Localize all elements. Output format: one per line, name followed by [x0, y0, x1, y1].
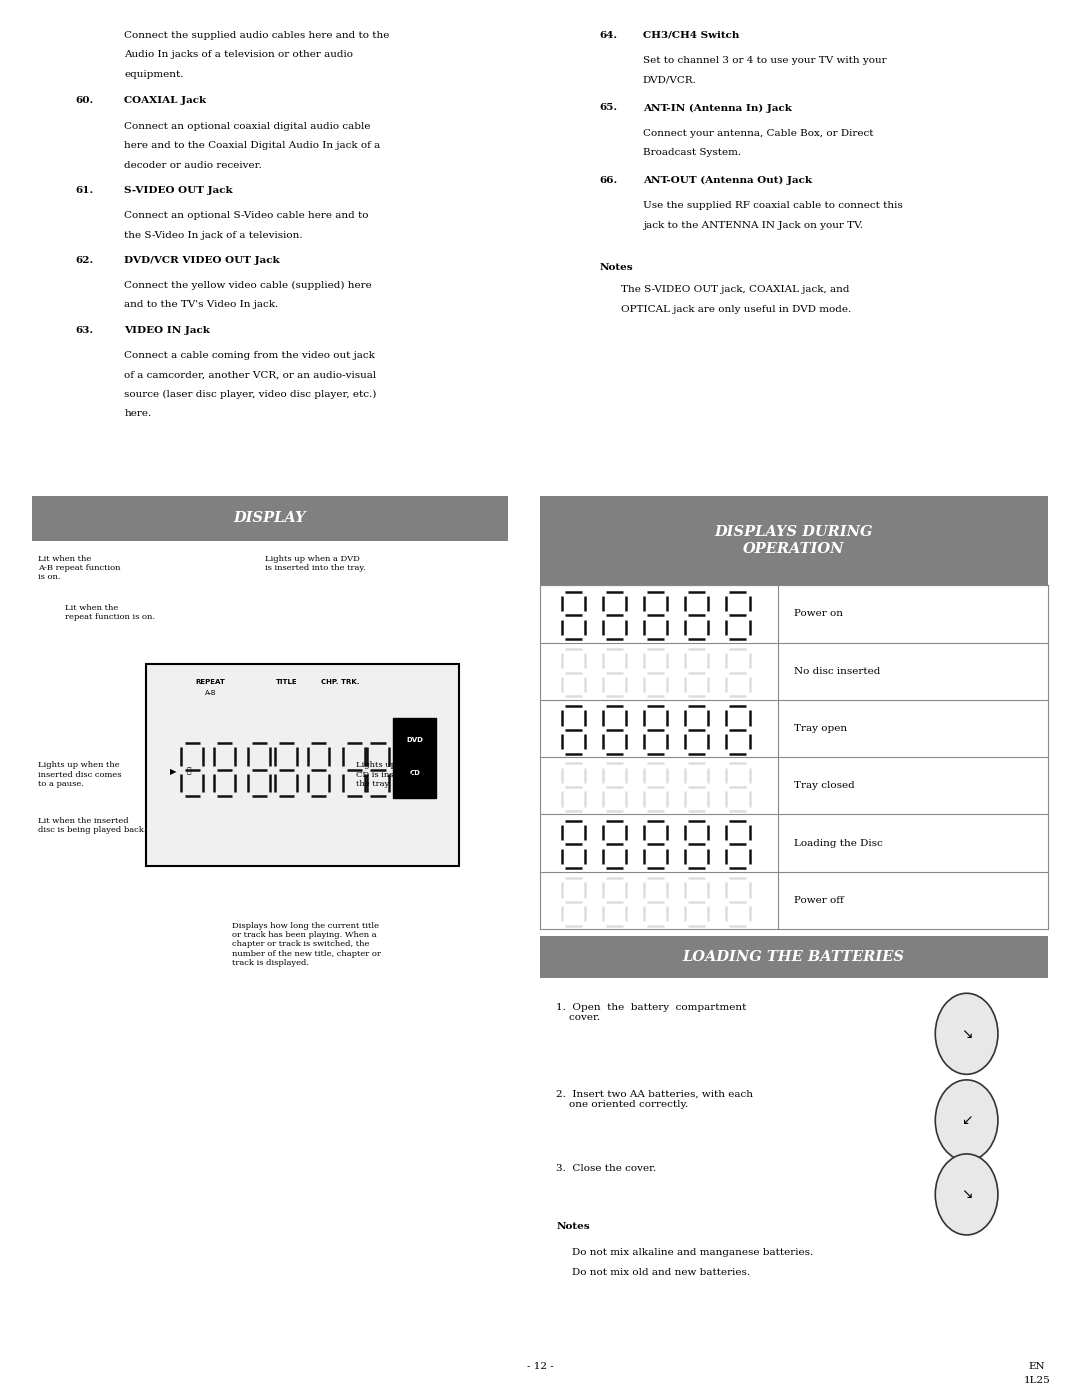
Text: Connect the yellow video cable (supplied) here: Connect the yellow video cable (supplied…	[124, 281, 372, 291]
Text: Lights up when the
inserted disc comes
to a pause.: Lights up when the inserted disc comes t…	[38, 761, 121, 788]
Text: ANT-IN (Antenna In) Jack: ANT-IN (Antenna In) Jack	[643, 103, 792, 113]
Text: and to the TV's Video In jack.: and to the TV's Video In jack.	[124, 300, 279, 309]
Text: REPEAT: REPEAT	[195, 679, 226, 685]
Text: Power on: Power on	[794, 609, 842, 619]
FancyBboxPatch shape	[393, 718, 436, 798]
Text: OPTICAL jack are only useful in DVD mode.: OPTICAL jack are only useful in DVD mode…	[621, 305, 851, 313]
Text: 64.: 64.	[599, 31, 618, 39]
Text: Lights up when a DVD
is inserted into the tray.: Lights up when a DVD is inserted into th…	[265, 555, 365, 571]
Text: Audio In jacks of a television or other audio: Audio In jacks of a television or other …	[124, 50, 353, 59]
Text: Connect an optional coaxial digital audio cable: Connect an optional coaxial digital audi…	[124, 122, 370, 130]
Text: Power off: Power off	[794, 895, 843, 905]
Text: Set to channel 3 or 4 to use your TV with your: Set to channel 3 or 4 to use your TV wit…	[643, 56, 887, 64]
Text: of a camcorder, another VCR, or an audio-visual: of a camcorder, another VCR, or an audio…	[124, 370, 377, 379]
Text: ⏸: ⏸	[187, 767, 191, 775]
Text: Broadcast System.: Broadcast System.	[643, 148, 741, 156]
Text: TITLE: TITLE	[275, 679, 297, 685]
Text: ▶: ▶	[170, 767, 176, 775]
Text: No disc inserted: No disc inserted	[794, 666, 880, 676]
Text: EN: EN	[1028, 1362, 1045, 1370]
Text: DVD: DVD	[406, 738, 423, 743]
Text: 3.  Close the cover.: 3. Close the cover.	[556, 1164, 657, 1172]
Text: A-B: A-B	[205, 690, 216, 696]
Text: source (laser disc player, video disc player, etc.): source (laser disc player, video disc pl…	[124, 390, 377, 400]
Text: CHP. TRK.: CHP. TRK.	[321, 679, 360, 685]
Text: Tray open: Tray open	[794, 724, 847, 733]
Text: 66.: 66.	[599, 176, 618, 184]
Text: Do not mix old and new batteries.: Do not mix old and new batteries.	[572, 1268, 751, 1277]
Text: Connect an optional S-Video cable here and to: Connect an optional S-Video cable here a…	[124, 211, 368, 219]
Text: jack to the ANTENNA IN Jack on your TV.: jack to the ANTENNA IN Jack on your TV.	[643, 221, 863, 229]
Text: Tray closed: Tray closed	[794, 781, 854, 791]
Text: Notes: Notes	[556, 1222, 590, 1231]
Text: ↙: ↙	[961, 1113, 972, 1127]
Text: Lit when the inserted
disc is being played back.: Lit when the inserted disc is being play…	[38, 817, 146, 834]
Text: Connect a cable coming from the video out jack: Connect a cable coming from the video ou…	[124, 351, 375, 359]
Text: here.: here.	[124, 409, 151, 418]
FancyBboxPatch shape	[540, 936, 1048, 978]
FancyBboxPatch shape	[540, 496, 1048, 585]
Text: DVD/VCR VIDEO OUT Jack: DVD/VCR VIDEO OUT Jack	[124, 256, 280, 264]
Text: - 12 -: - 12 -	[527, 1362, 553, 1370]
Text: Connect the supplied audio cables here and to the: Connect the supplied audio cables here a…	[124, 31, 390, 39]
Text: The S-VIDEO OUT jack, COAXIAL jack, and: The S-VIDEO OUT jack, COAXIAL jack, and	[621, 285, 850, 293]
Text: ↘: ↘	[961, 1187, 972, 1201]
Text: DVD/VCR.: DVD/VCR.	[643, 75, 697, 84]
Text: LOADING THE BATTERIES: LOADING THE BATTERIES	[683, 950, 905, 964]
Text: ↘: ↘	[961, 1027, 972, 1041]
Text: CD: CD	[409, 770, 420, 775]
FancyBboxPatch shape	[32, 496, 508, 541]
Text: 1L25: 1L25	[1024, 1376, 1050, 1384]
FancyBboxPatch shape	[146, 664, 459, 866]
Text: 2.  Insert two AA batteries, with each
    one oriented correctly.: 2. Insert two AA batteries, with each on…	[556, 1090, 753, 1109]
Text: 60.: 60.	[76, 96, 94, 105]
Text: CH3/CH4 Switch: CH3/CH4 Switch	[643, 31, 739, 39]
Text: Do not mix alkaline and manganese batteries.: Do not mix alkaline and manganese batter…	[572, 1248, 813, 1256]
Text: ANT-OUT (Antenna Out) Jack: ANT-OUT (Antenna Out) Jack	[643, 176, 811, 186]
Text: 63.: 63.	[76, 326, 94, 334]
Text: 65.: 65.	[599, 103, 618, 112]
Text: DISPLAY: DISPLAY	[233, 511, 307, 525]
Text: here and to the Coaxial Digital Audio In jack of a: here and to the Coaxial Digital Audio In…	[124, 141, 380, 149]
Ellipse shape	[935, 1154, 998, 1235]
Text: Loading the Disc: Loading the Disc	[794, 838, 882, 848]
Text: 62.: 62.	[76, 256, 94, 264]
Text: Notes: Notes	[599, 263, 633, 271]
Ellipse shape	[935, 1080, 998, 1161]
Text: Lights up when a
CD is inserted on
the tray.: Lights up when a CD is inserted on the t…	[356, 761, 430, 788]
Text: equipment.: equipment.	[124, 70, 184, 78]
Text: 1.  Open  the  battery  compartment
    cover.: 1. Open the battery compartment cover.	[556, 1003, 746, 1023]
Text: Use the supplied RF coaxial cable to connect this: Use the supplied RF coaxial cable to con…	[643, 201, 903, 210]
Text: the S-Video In jack of a television.: the S-Video In jack of a television.	[124, 231, 302, 239]
Text: decoder or audio receiver.: decoder or audio receiver.	[124, 161, 262, 169]
Ellipse shape	[935, 993, 998, 1074]
Text: Connect your antenna, Cable Box, or Direct: Connect your antenna, Cable Box, or Dire…	[643, 129, 873, 137]
Text: COAXIAL Jack: COAXIAL Jack	[124, 96, 206, 105]
Text: Displays how long the current title
or track has been playing. When a
chapter or: Displays how long the current title or t…	[232, 922, 381, 967]
Text: Lit when the
repeat function is on.: Lit when the repeat function is on.	[65, 604, 154, 620]
Text: DISPLAYS DURING
OPERATION: DISPLAYS DURING OPERATION	[715, 525, 873, 556]
Text: 61.: 61.	[76, 186, 94, 194]
Text: S-VIDEO OUT Jack: S-VIDEO OUT Jack	[124, 186, 233, 194]
Text: VIDEO IN Jack: VIDEO IN Jack	[124, 326, 211, 334]
Text: Lit when the
A-B repeat function
is on.: Lit when the A-B repeat function is on.	[38, 555, 120, 581]
